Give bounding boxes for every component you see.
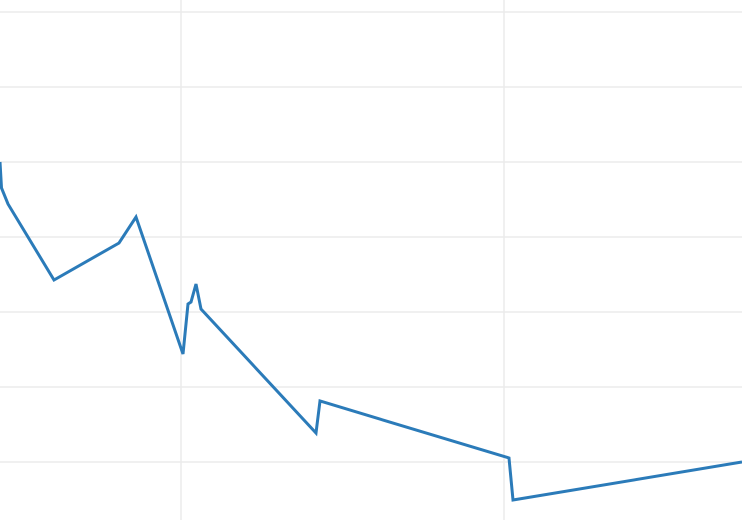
series-line-0 (0, 161, 742, 502)
series-layer (0, 161, 742, 502)
